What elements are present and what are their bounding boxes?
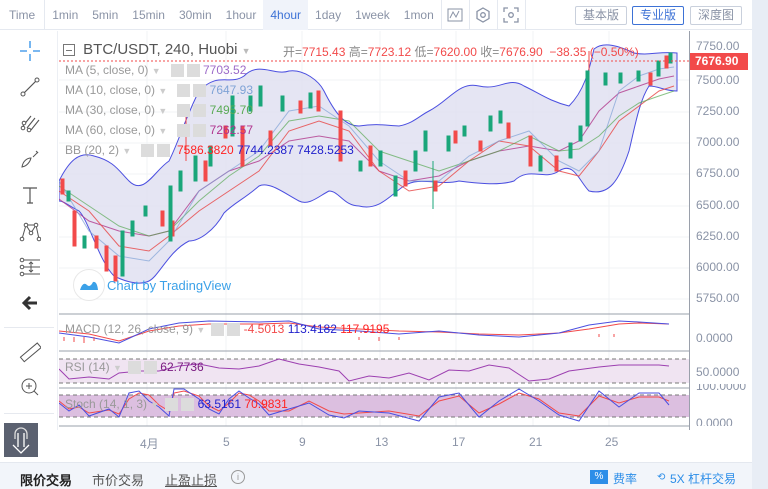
close-icon[interactable] [193,84,207,98]
fullscreen-icon[interactable] [498,0,526,30]
price-tick: 5750.00 [696,291,740,305]
tab-stop-limit[interactable]: 止盈止损 [165,473,218,488]
gear-icon[interactable] [127,361,141,375]
close-icon[interactable] [227,323,241,337]
close-icon[interactable] [181,398,195,412]
rsi-axis-tick: 50.0000 [696,365,740,379]
x-tick: 4月 [140,437,159,451]
gear-icon[interactable] [177,124,191,138]
rsi-legend[interactable]: RSI (14) ▼ 62.7736 [65,360,204,375]
price-chart-canvas[interactable] [59,31,689,430]
tf-15min[interactable]: 15min [132,7,165,22]
pattern-icon[interactable] [14,215,46,247]
pro-view-button[interactable]: 专业版 [632,6,685,25]
x-tick: 25 [605,435,619,449]
depth-chart-button[interactable]: 深度图 [690,6,743,25]
price-tick: 6250.00 [696,229,740,243]
leverage-trade-link[interactable]: 5X 杠杆交易 [670,472,737,486]
toolbar-divider [4,327,54,328]
tab-market-order[interactable]: 市价交易 [92,473,145,488]
tab-limit-order[interactable]: 限价交易 [20,473,73,488]
x-tick: 9 [299,435,306,449]
close-icon[interactable] [186,64,200,78]
stoch-legend[interactable]: Stoch (14, 1, 3) ▼ 63.5161 70.9831 [65,397,288,412]
ma60-legend[interactable]: MA (60, close, 0) ▼ 7262.57 [65,123,254,138]
tf-1hour[interactable]: 1hour [225,7,257,22]
tf-30min[interactable]: 30min [178,7,212,22]
tf-1mon[interactable]: 1mon [397,0,442,30]
tradingview-logo-icon [73,269,105,301]
crosshair-icon[interactable] [14,35,46,67]
toolbar-divider [4,413,54,414]
x-tick: 17 [452,435,466,449]
back-arrow-icon[interactable] [14,287,46,319]
brush-icon[interactable] [14,143,46,175]
info-icon[interactable]: i [231,470,245,484]
zoom-in-icon[interactable] [14,371,46,403]
tf-5min[interactable]: 5min [92,7,119,22]
tf-1week[interactable]: 1week [355,7,390,22]
collapse-icon[interactable] [63,44,75,57]
measure-icon[interactable] [14,251,46,283]
macd-legend[interactable]: MACD (12, 26, close, 9) ▼ -4.5013 113.41… [65,322,390,337]
close-icon[interactable] [143,361,157,375]
macd-axis-tick: 0.0000 [696,331,733,345]
ma10-legend[interactable]: MA (10, close, 0) ▼ 7647.93 [65,83,254,98]
symbol-legend[interactable]: BTC/USDT, 240, Huobi ▼ [63,41,251,58]
gear-icon[interactable] [141,144,155,158]
indicator-icon[interactable] [442,0,470,30]
price-tick: 6000.00 [696,260,740,274]
gear-icon[interactable] [170,64,184,78]
stoch-axis-bottom: 0.0000 [696,416,733,426]
right-scroll-strip [752,0,768,489]
price-tick: 7250.00 [696,104,740,118]
gear-icon[interactable] [165,398,179,412]
ma5-legend[interactable]: MA (5, close, 0) ▼ 7703.52 [65,63,247,78]
timeframe-toolbar: Time 1min 5min 15min 30min 1hour 4hour 1… [0,0,752,30]
stoch-axis-top: 100.0000 [696,384,747,393]
text-icon[interactable] [14,179,46,211]
x-tick: 5 [223,435,230,449]
trend-line-icon[interactable] [14,71,46,103]
close-icon[interactable] [193,124,207,138]
symbol-title: BTC/USDT, 240, Huobi [83,41,238,58]
tf-time[interactable]: Time [0,0,46,30]
price-tick: 7750.00 [696,39,740,53]
ruler-icon[interactable] [14,337,46,369]
gear-icon[interactable] [177,104,191,118]
last-price-tag: 7676.90 [690,53,748,70]
bb-legend[interactable]: BB (20, 2) ▼ 7586.3820 7744.2387 7428.52… [65,143,354,158]
trading-app: Time 1min 5min 15min 30min 1hour 4hour 1… [0,0,752,489]
pitchfork-icon[interactable] [14,107,46,139]
tf-1min[interactable]: 1min [52,7,79,22]
x-tick: 21 [529,435,543,449]
tf-4hour[interactable]: 4hour [263,0,309,30]
ma30-legend[interactable]: MA (30, close, 0) ▼ 7495.70 [65,103,254,118]
x-tick: 13 [375,435,389,449]
ohlc-legend: 开=7715.43 高=7723.12 低=7620.00 收=7676.90 … [283,45,639,59]
price-axis[interactable]: 7750.00 7500.00 7250.00 7000.00 6750.00 … [689,31,752,430]
price-tick: 6750.00 [696,166,740,180]
close-icon[interactable] [157,144,171,158]
scroll-icon[interactable] [4,423,38,457]
drawing-toolbar [0,31,58,430]
fee-rate-link[interactable]: 费率 [613,472,638,486]
chart-area[interactable]: BTC/USDT, 240, Huobi ▼ 开=7715.43 高=7723.… [59,31,752,430]
gear-icon[interactable] [177,84,191,98]
close-icon[interactable] [193,104,207,118]
price-tick: 7500.00 [696,73,740,87]
trade-panel-header: 限价交易 市价交易 止盈止损 i % 费率 ⟲ 5X 杠杆交易 [0,462,752,489]
leverage-icon: ⟲ [657,472,666,483]
tradingview-watermark: Chart by TradingView [73,269,231,301]
gear-icon[interactable] [211,323,225,337]
tf-1day[interactable]: 1day [315,7,342,22]
settings-icon[interactable] [470,0,498,30]
basic-view-button[interactable]: 基本版 [575,6,628,25]
price-tick: 7000.00 [696,135,740,149]
price-tick: 6500.00 [696,198,740,212]
percent-icon: % [590,470,608,484]
